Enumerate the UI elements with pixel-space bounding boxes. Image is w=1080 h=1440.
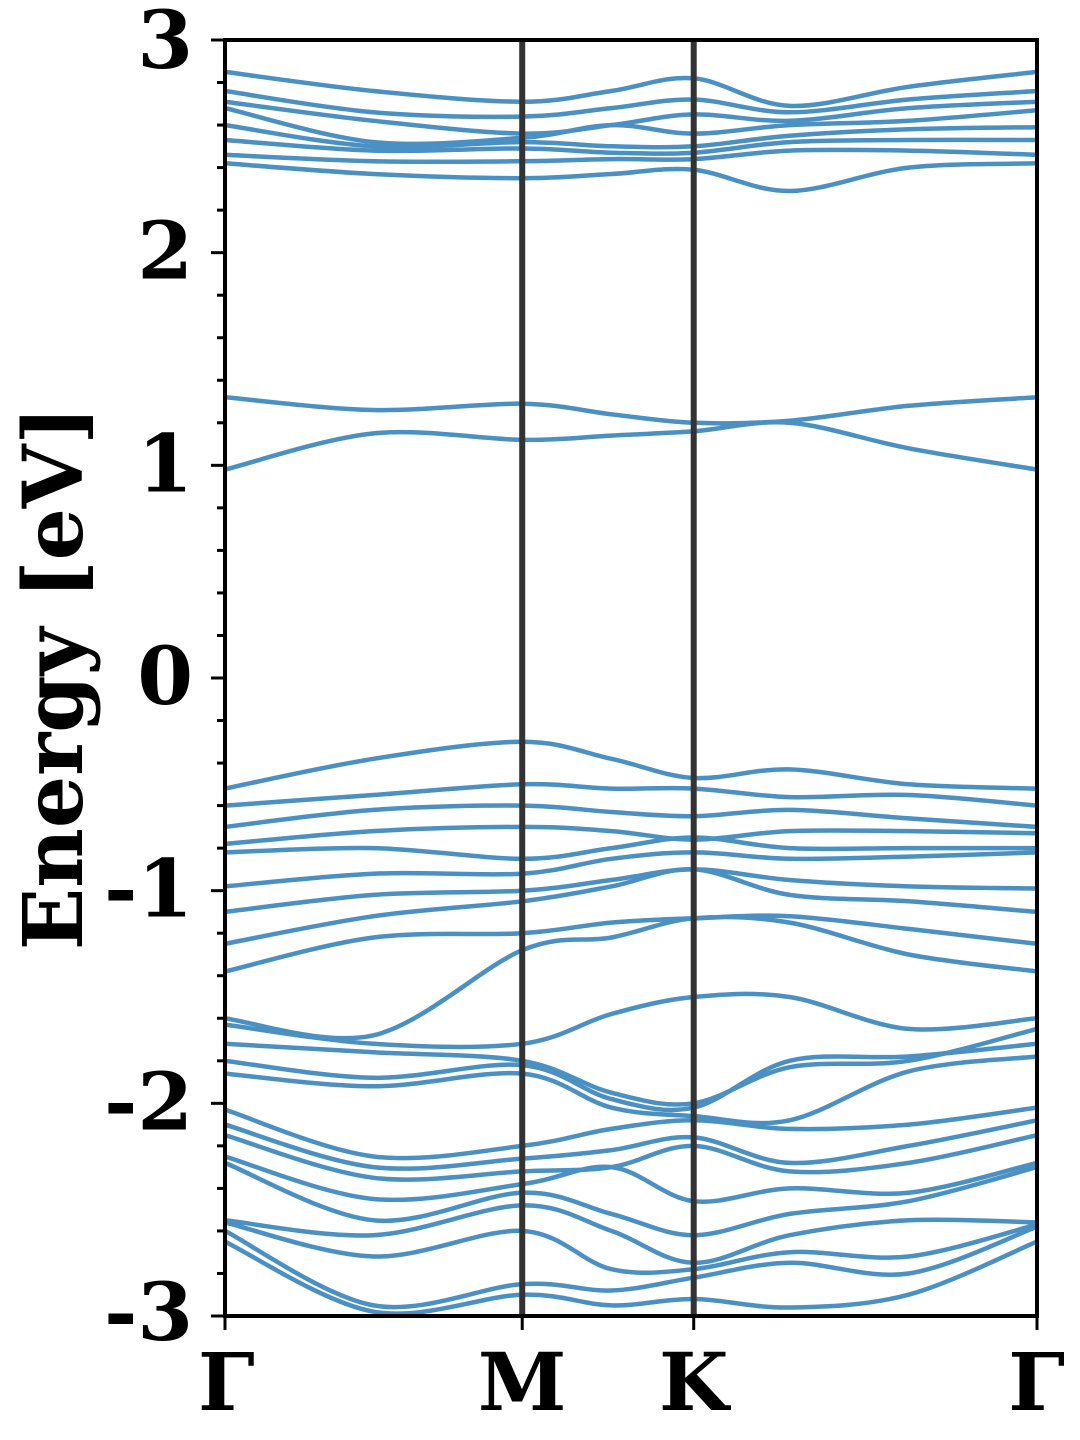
band-line-23 (225, 1041, 1037, 1113)
band-line-21 (225, 991, 1037, 1050)
ytick-layer: 3 2 1 0 -1 -2 -3 (104, 0, 225, 1359)
band-line-14 (225, 824, 1037, 847)
band-line-10 (225, 420, 1037, 472)
band-line-6 (225, 137, 1037, 156)
band-line-9 (225, 395, 1037, 426)
band-line-7 (225, 147, 1037, 165)
band-line-4 (225, 105, 1037, 147)
band-line-19 (225, 913, 1037, 974)
x-tick-label-1: Γ (198, 1335, 255, 1429)
y-tick-label: 1 (137, 416, 193, 510)
x-tick-label-2: M (478, 1335, 567, 1429)
band-line-28 (225, 1154, 1037, 1204)
band-line-26 (225, 1118, 1037, 1171)
y-tick-label: 2 (137, 204, 193, 298)
kpoint-lines-layer (519, 40, 697, 1316)
bands-layer (225, 69, 1037, 1316)
y-tick-label: -2 (104, 1054, 193, 1148)
y-axis-label: Energy [eV] (6, 406, 102, 950)
y-tick-label: 3 (137, 0, 193, 87)
band-line-12 (225, 781, 1037, 808)
band-line-11 (225, 739, 1037, 791)
y-tick-label: 0 (137, 629, 193, 723)
band-line-27 (225, 1132, 1037, 1182)
band-line-8 (225, 161, 1037, 194)
band-line-22 (225, 1026, 1037, 1107)
band-line-3 (225, 99, 1037, 136)
band-line-31 (225, 1220, 1037, 1276)
band-line-16 (225, 850, 1037, 889)
x-tick-label-3: K (659, 1335, 731, 1429)
band-line-33 (225, 1239, 1037, 1316)
band-line-25 (225, 1105, 1037, 1161)
band-line-24 (225, 1054, 1037, 1126)
y-tick-label: -1 (104, 842, 193, 936)
x-tick-label-4: Γ (1008, 1335, 1065, 1429)
band-line-29 (225, 1160, 1037, 1238)
band-line-2 (225, 88, 1037, 120)
y-tick-label: -3 (104, 1265, 193, 1359)
band-line-17 (225, 867, 1037, 915)
band-line-5 (225, 122, 1037, 150)
band-line-32 (225, 1224, 1037, 1310)
band-line-13 (225, 803, 1037, 830)
band-line-15 (225, 835, 1037, 862)
band-line-18 (225, 867, 1037, 947)
band-line-30 (225, 1203, 1037, 1266)
band-line-20 (225, 914, 1037, 1041)
band-line-1 (225, 69, 1037, 109)
